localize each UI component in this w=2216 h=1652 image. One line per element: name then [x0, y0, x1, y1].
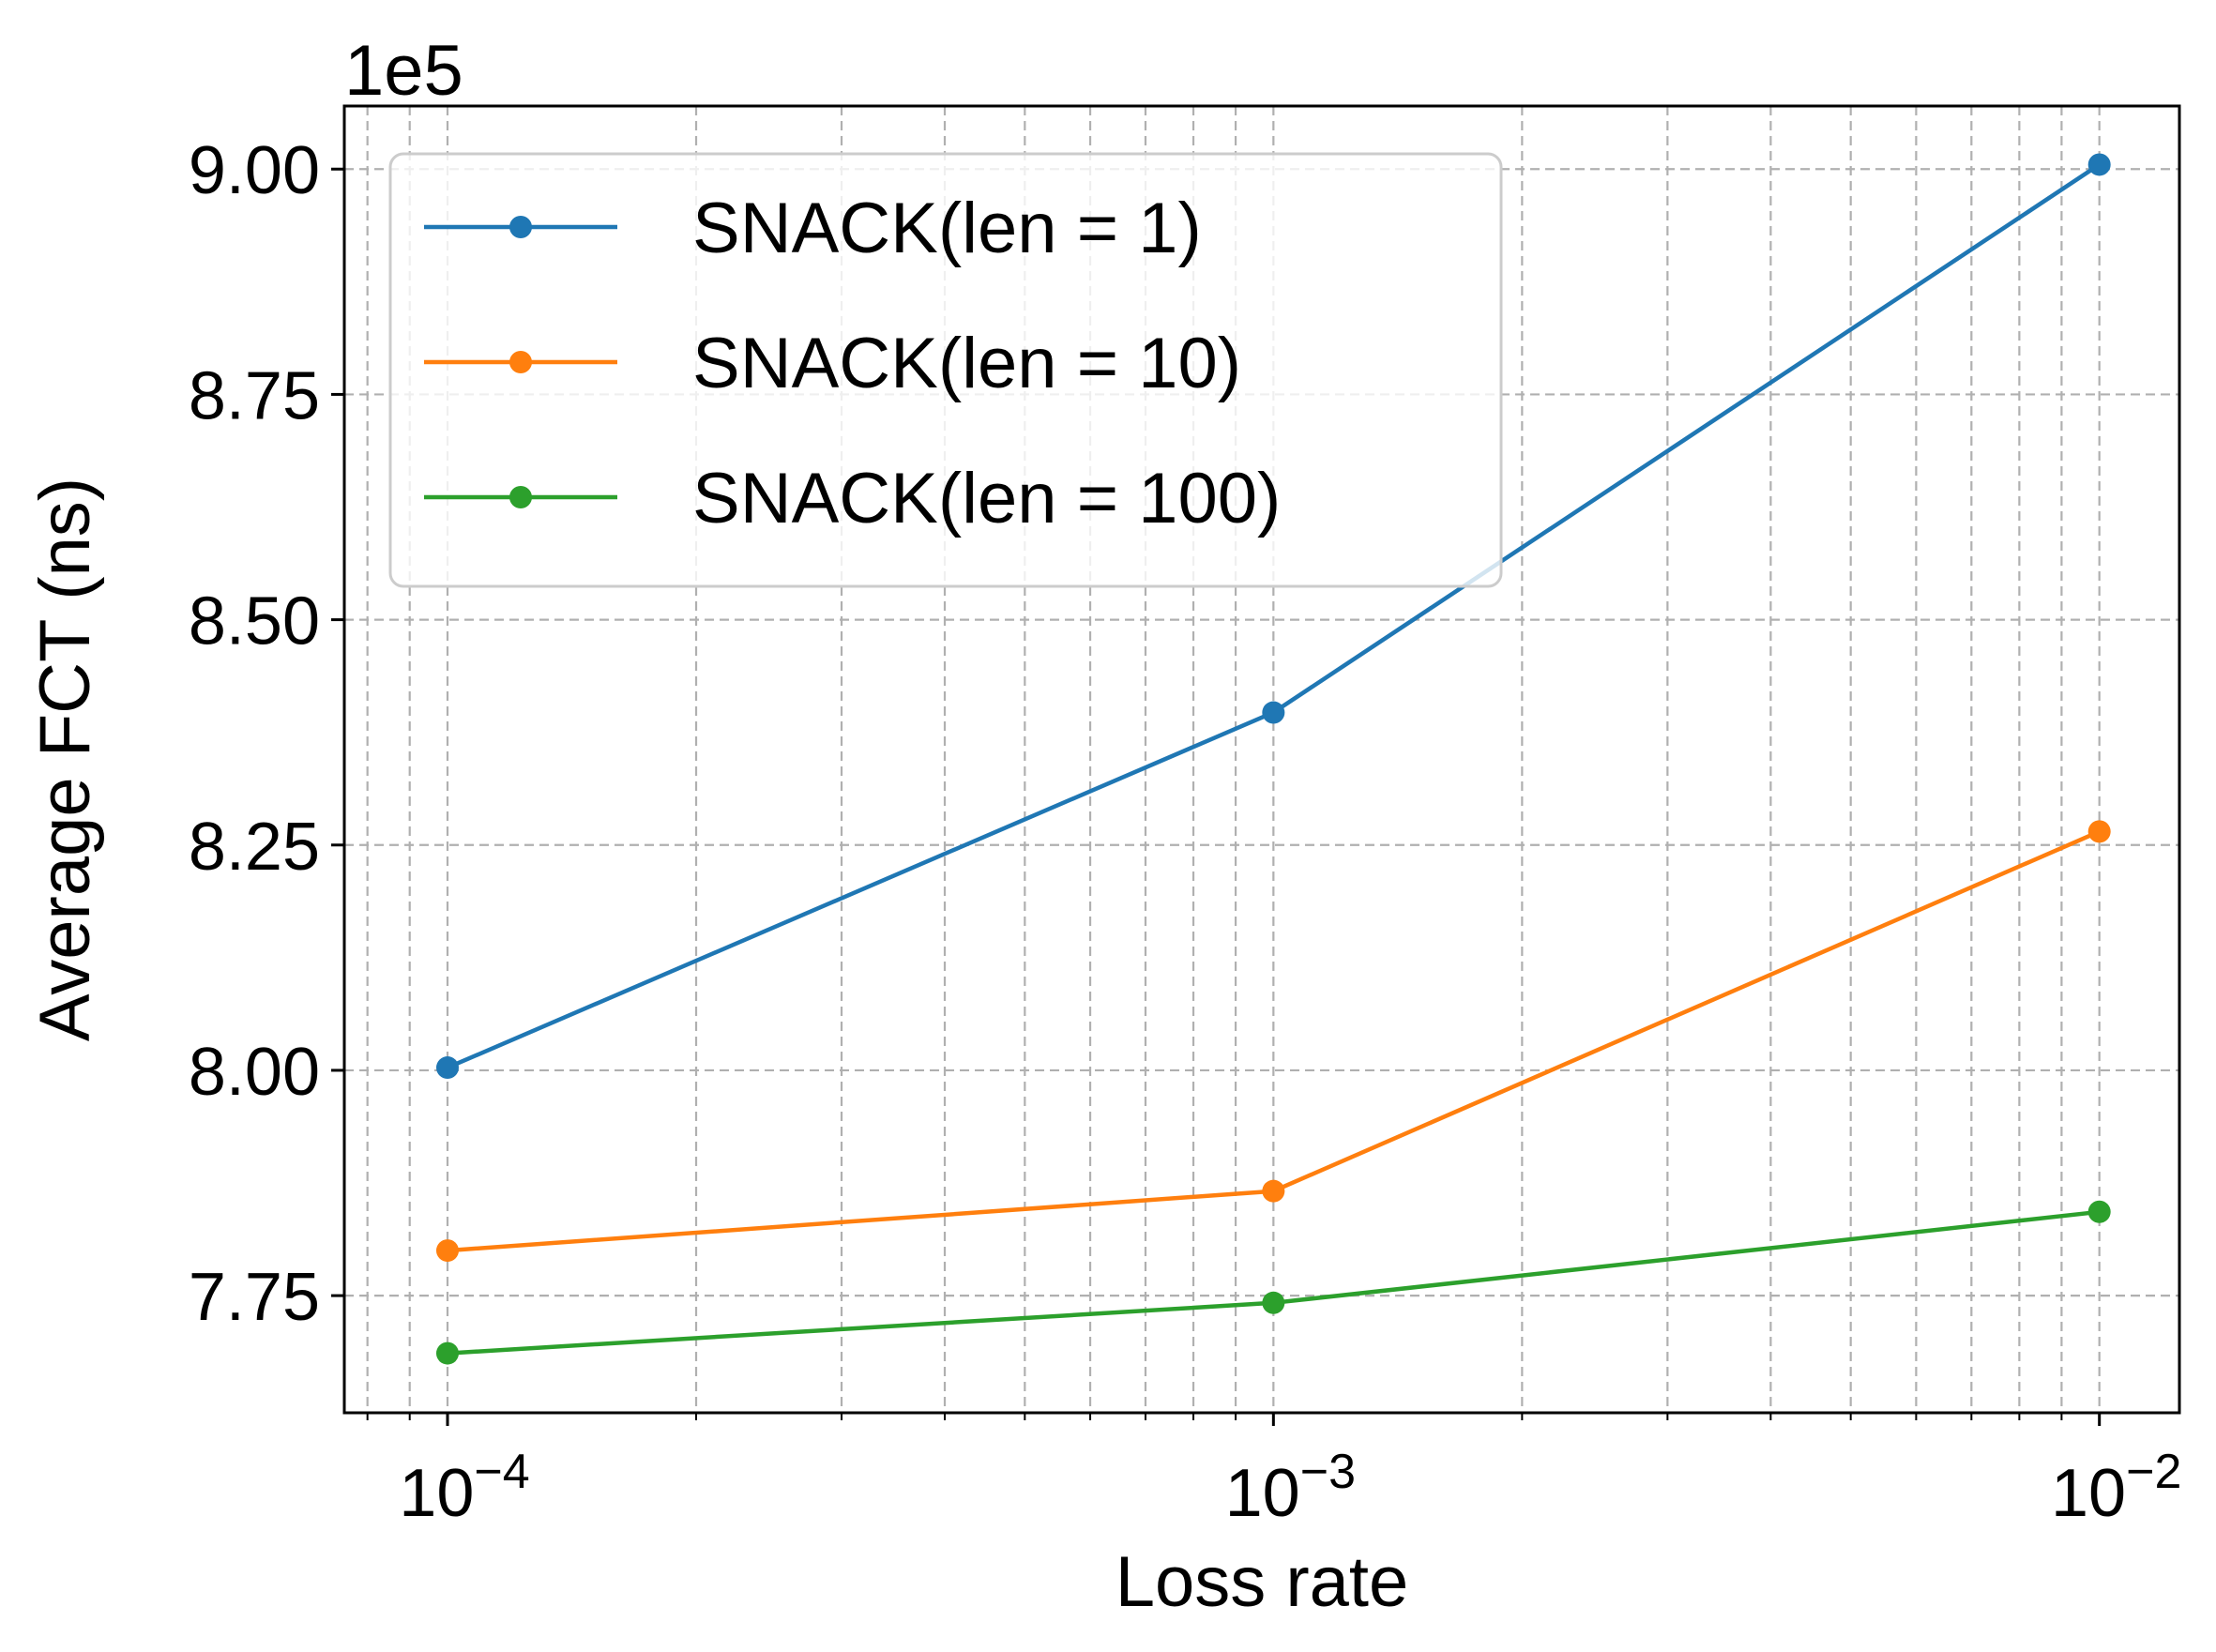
legend-swatch-marker	[509, 486, 532, 508]
x-tick-label: 10−3	[1225, 1445, 1356, 1531]
y-axis-title: Average FCT (ns)	[25, 477, 105, 1041]
legend-label: SNACK(len = 1)	[692, 189, 1202, 268]
x-tick-label-base: 10	[399, 1456, 474, 1531]
legend-box	[388, 152, 1503, 588]
data-point	[435, 1239, 459, 1263]
data-point	[1262, 1291, 1285, 1314]
x-axis-title: Loss rate	[1116, 1542, 1409, 1622]
y-tick-label: 8.50	[189, 584, 320, 659]
x-tick-label: 10−4	[399, 1445, 529, 1531]
y-tick-label: 8.00	[189, 1035, 320, 1110]
axes-frame	[342, 104, 2181, 1415]
x-tick-label-base: 10	[2051, 1456, 2126, 1531]
x-tick-label-exponent: −4	[474, 1445, 529, 1499]
data-point	[2087, 820, 2111, 843]
y-offset-label: 1e5	[344, 31, 463, 111]
data-point	[2087, 153, 2111, 176]
x-tick-label: 10−2	[2051, 1445, 2181, 1531]
data-point	[435, 1341, 459, 1365]
data-point	[1262, 1179, 1285, 1203]
x-tick-label-base: 10	[1225, 1456, 1300, 1531]
legend: SNACK(len = 1) SNACK(len = 10) SNACK(len =…	[388, 152, 1503, 588]
x-tick-label-exponent: −3	[1300, 1445, 1356, 1499]
data-point	[2087, 1200, 2111, 1223]
legend-swatch-marker	[509, 351, 532, 373]
x-tick-label-exponent: −2	[2126, 1445, 2181, 1499]
legend-label: SNACK(len = 10)	[692, 324, 1241, 403]
y-tick-label: 8.75	[189, 358, 320, 433]
legend-swatch-marker	[509, 216, 532, 238]
data-point	[435, 1056, 459, 1080]
legend-label: SNACK(len = 100)	[692, 459, 1281, 538]
y-tick-label: 9.00	[189, 133, 320, 208]
data-point	[1262, 701, 1285, 724]
series-layer	[435, 153, 2111, 1365]
y-tick-label: 8.25	[189, 810, 320, 885]
y-tick-label: 7.75	[189, 1260, 320, 1335]
